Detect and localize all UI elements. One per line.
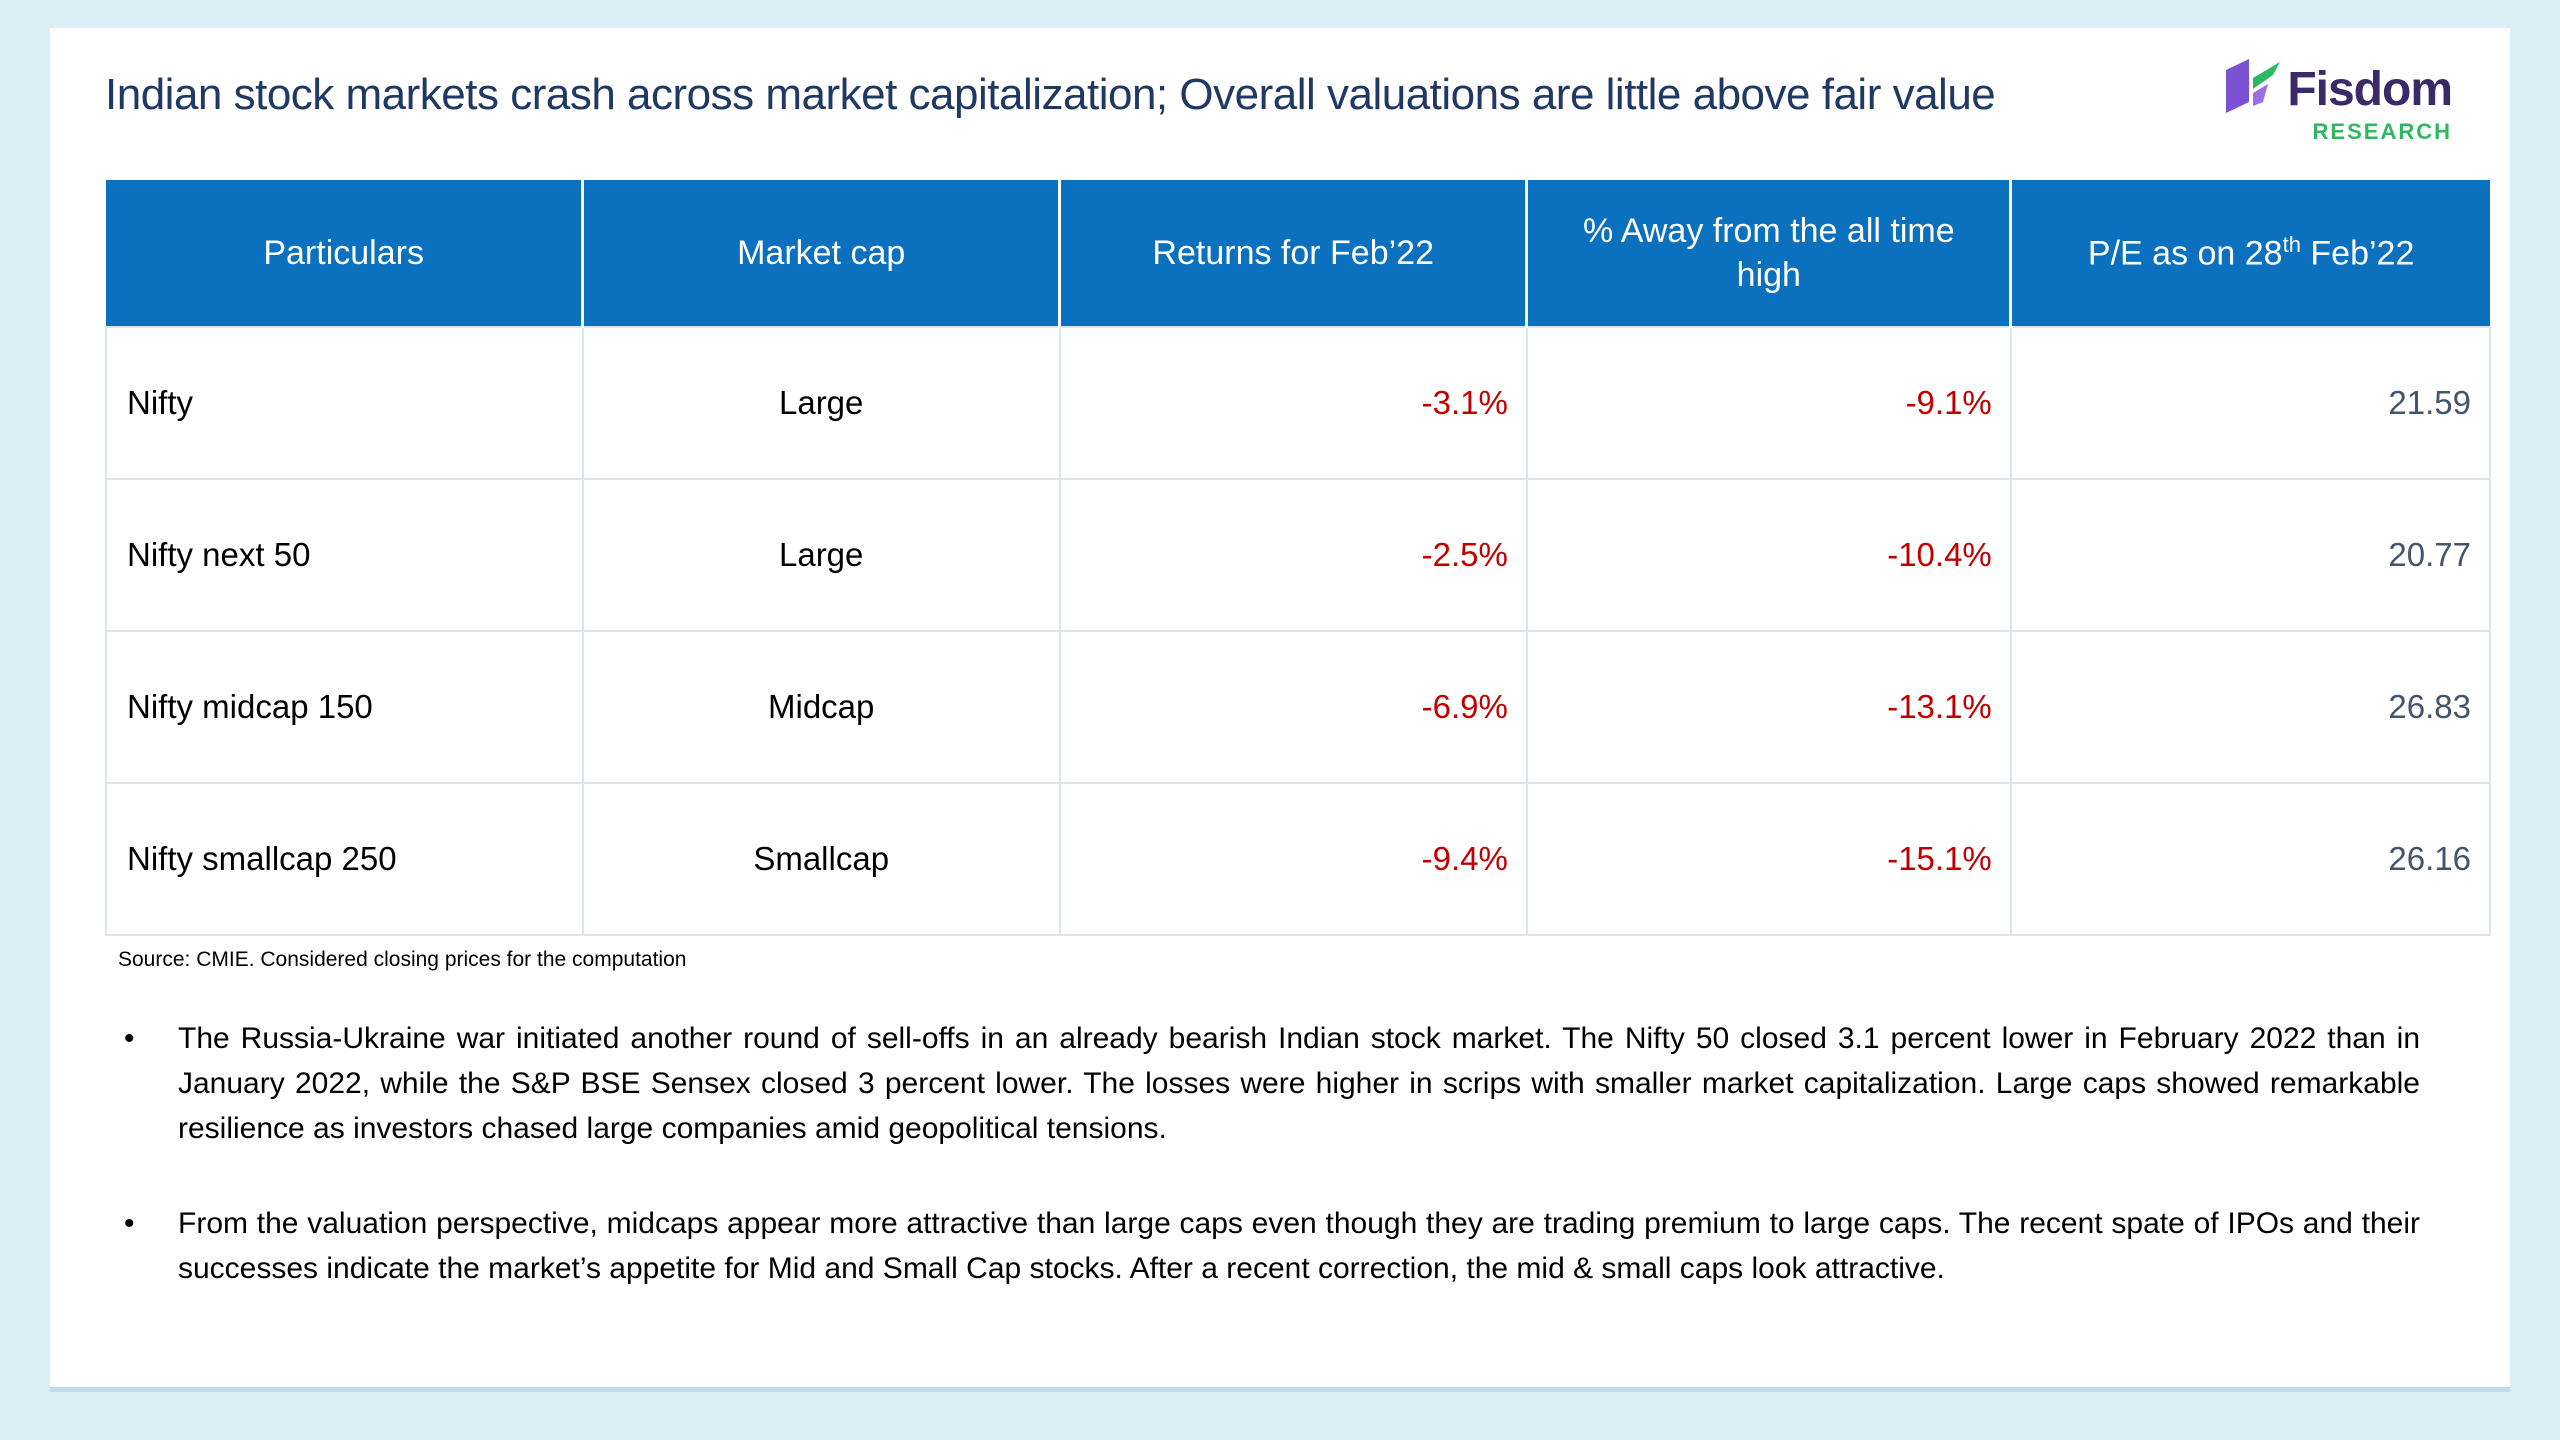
- bullet-marker: •: [124, 1207, 135, 1240]
- cell-market-cap: Large: [581, 326, 1061, 480]
- table-row: Nifty next 50 Large -2.5% -10.4% 20.77: [105, 478, 2492, 632]
- cell-market-cap: Smallcap: [581, 782, 1061, 936]
- header-pe: P/E as on 28th Feb’22: [2010, 180, 2490, 327]
- cell-particulars: Nifty next 50: [105, 478, 584, 632]
- bullet-marker: •: [124, 1022, 135, 1055]
- table-header-row: Particulars Market cap Returns for Feb’2…: [106, 180, 2490, 327]
- cell-returns: -2.5%: [1058, 478, 1528, 632]
- market-cap-table: Particulars Market cap Returns for Feb’2…: [105, 180, 2492, 936]
- fisdom-logo: Fisdom RESEARCH: [2223, 54, 2453, 145]
- table-row: Nifty smallcap 250 Smallcap -9.4% -15.1%…: [105, 782, 2492, 936]
- cell-market-cap: Midcap: [581, 630, 1061, 784]
- cell-away: -9.1%: [1525, 326, 2012, 480]
- cell-returns: -9.4%: [1058, 782, 1528, 936]
- fisdom-logo-text: Fisdom: [2287, 63, 2453, 116]
- bullet-item: • The Russia-Ukraine war initiated anoth…: [118, 1016, 2420, 1151]
- cell-pe: 26.83: [2009, 630, 2492, 784]
- header-market-cap: Market cap: [582, 180, 1062, 327]
- commentary-bullets: • The Russia-Ukraine war initiated anoth…: [118, 1016, 2420, 1341]
- bullet-text: The Russia-Ukraine war initiated another…: [178, 1022, 2420, 1145]
- cell-particulars: Nifty midcap 150: [105, 630, 584, 784]
- page-title: Indian stock markets crash across market…: [105, 70, 1996, 119]
- cell-pe: 20.77: [2009, 478, 2492, 632]
- slide-card: Indian stock markets crash across market…: [50, 28, 2510, 1392]
- cell-away: -13.1%: [1525, 630, 2012, 784]
- source-note: Source: CMIE. Considered closing prices …: [118, 948, 687, 971]
- table-row: Nifty midcap 150 Midcap -6.9% -13.1% 26.…: [105, 630, 2492, 784]
- bullet-item: • From the valuation perspective, midcap…: [118, 1201, 2420, 1291]
- cell-pe: 21.59: [2009, 326, 2492, 480]
- bullet-text: From the valuation perspective, midcaps …: [178, 1207, 2420, 1285]
- cell-particulars: Nifty: [105, 326, 584, 480]
- cell-market-cap: Large: [581, 478, 1061, 632]
- cell-returns: -3.1%: [1058, 326, 1528, 480]
- cell-returns: -6.9%: [1058, 630, 1528, 784]
- header-away-from-high: % Away from the all time high: [1526, 180, 2013, 327]
- cell-pe: 26.16: [2009, 782, 2492, 936]
- header-returns-feb22: Returns for Feb’22: [1059, 180, 1529, 327]
- fisdom-logo-icon: [2223, 54, 2281, 125]
- fisdom-logo-research-label: RESEARCH: [2312, 119, 2452, 144]
- cell-particulars: Nifty smallcap 250: [105, 782, 584, 936]
- cell-away: -15.1%: [1525, 782, 2012, 936]
- header-particulars: Particulars: [106, 180, 585, 327]
- cell-away: -10.4%: [1525, 478, 2012, 632]
- table-row: Nifty Large -3.1% -9.1% 21.59: [105, 326, 2492, 480]
